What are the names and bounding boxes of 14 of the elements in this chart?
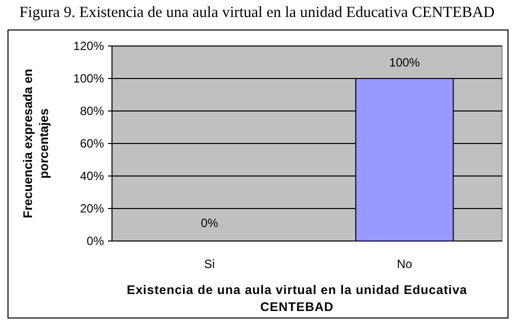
- x-tick-label: Si: [204, 257, 215, 271]
- x-axis-title: Existencia de una aula virtual en la unidad Educativa CENTEBAD: [126, 283, 468, 314]
- y-axis-title: Frecuencia expresada en porcentajes: [21, 68, 51, 218]
- y-tick-label: 120%: [73, 39, 104, 54]
- y-tick-label: 60%: [80, 136, 104, 151]
- y-tick-label: 100%: [73, 72, 104, 86]
- y-tick-label: 80%: [80, 104, 104, 118]
- x-tick-label: No: [396, 257, 412, 271]
- chart-title: Figura 9. Existencia de una aula virtual en la unidad Educativa CENTEBAD: [19, 4, 495, 21]
- data-label: 0%: [200, 216, 218, 230]
- y-tick-label: 20%: [80, 202, 104, 216]
- y-tick-label: 40%: [80, 169, 104, 184]
- y-tick-label: 0%: [86, 234, 104, 248]
- data-label: 100%: [389, 56, 420, 70]
